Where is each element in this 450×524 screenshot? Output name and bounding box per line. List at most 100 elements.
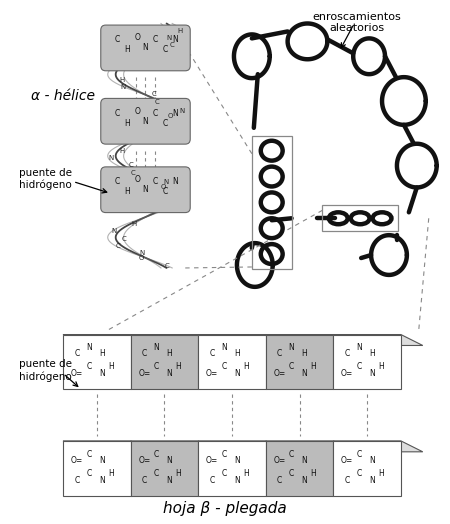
Polygon shape (333, 441, 423, 452)
Text: O=: O= (274, 369, 286, 378)
Polygon shape (198, 441, 266, 496)
Text: N: N (111, 228, 117, 234)
Text: C: C (153, 36, 158, 45)
Text: N: N (143, 43, 148, 52)
Text: N: N (234, 476, 240, 485)
Text: C: C (129, 162, 134, 168)
Text: H: H (125, 46, 130, 54)
Text: O: O (135, 34, 140, 42)
Text: C: C (154, 363, 159, 372)
Text: C: C (131, 170, 135, 176)
Text: N: N (166, 35, 171, 41)
Text: N: N (120, 84, 126, 90)
Text: C: C (221, 363, 227, 372)
Text: C: C (221, 450, 227, 459)
Text: C: C (154, 450, 159, 459)
Text: N: N (143, 185, 148, 194)
Text: O=: O= (341, 456, 353, 465)
Text: N: N (172, 109, 178, 118)
Text: N: N (234, 456, 240, 465)
Text: N: N (99, 476, 105, 485)
Text: C: C (209, 350, 215, 358)
Text: puente de: puente de (19, 359, 72, 369)
Text: H: H (120, 77, 125, 83)
Text: C: C (221, 468, 227, 478)
Polygon shape (130, 334, 198, 389)
Text: N: N (86, 343, 92, 353)
Text: C: C (289, 468, 294, 478)
Text: O=: O= (138, 456, 151, 465)
Text: N: N (108, 155, 114, 161)
Text: C: C (165, 263, 170, 268)
Text: N: N (153, 343, 159, 353)
Text: C: C (86, 450, 91, 459)
Text: O: O (167, 113, 173, 119)
FancyBboxPatch shape (101, 167, 190, 213)
Text: O: O (160, 184, 166, 190)
Text: N: N (163, 179, 169, 185)
Text: H: H (378, 468, 384, 478)
Text: hidrógeno: hidrógeno (19, 371, 72, 381)
Text: H: H (166, 350, 172, 358)
Polygon shape (130, 441, 220, 452)
Polygon shape (130, 441, 198, 496)
Polygon shape (198, 334, 288, 345)
Text: H: H (176, 468, 181, 478)
Polygon shape (266, 441, 333, 496)
Text: C: C (115, 109, 120, 118)
Text: O=: O= (274, 456, 286, 465)
Text: N: N (166, 369, 172, 378)
Polygon shape (266, 334, 333, 389)
Polygon shape (63, 334, 130, 389)
Text: N: N (99, 456, 105, 465)
Text: C: C (356, 450, 362, 459)
Text: H: H (125, 187, 130, 196)
Text: H: H (125, 119, 130, 128)
Text: H: H (177, 28, 182, 34)
Text: C: C (163, 187, 168, 196)
Polygon shape (198, 334, 266, 389)
Text: H: H (132, 221, 137, 227)
Text: N: N (166, 476, 172, 485)
Text: C: C (289, 363, 294, 372)
Text: H: H (243, 363, 249, 372)
Text: N: N (369, 369, 375, 378)
Text: α - hélice: α - hélice (31, 89, 95, 103)
Text: C: C (356, 468, 362, 478)
Text: O: O (135, 176, 140, 184)
Text: C: C (277, 350, 282, 358)
FancyBboxPatch shape (101, 99, 190, 144)
Text: C: C (122, 236, 126, 242)
Text: H: H (378, 363, 384, 372)
Text: C: C (86, 363, 91, 372)
Polygon shape (333, 334, 423, 345)
Text: H: H (369, 350, 375, 358)
Text: N: N (172, 177, 178, 186)
Text: N: N (221, 343, 227, 353)
Text: C: C (356, 363, 362, 372)
Text: H: H (176, 363, 181, 372)
Text: H: H (302, 350, 307, 358)
Text: hidrógeno: hidrógeno (19, 179, 72, 190)
Text: H: H (310, 363, 316, 372)
Text: C: C (142, 350, 147, 358)
Text: C: C (153, 177, 158, 186)
Polygon shape (63, 441, 153, 452)
Text: N: N (143, 117, 148, 126)
Text: enroscamientos
aleatorios: enroscamientos aleatorios (313, 12, 401, 33)
Text: C: C (169, 42, 174, 49)
Text: H: H (243, 468, 249, 478)
Text: H: H (99, 350, 105, 358)
Text: C: C (153, 109, 158, 118)
Text: N: N (302, 369, 307, 378)
Polygon shape (333, 441, 401, 496)
Bar (322, 205, 398, 231)
Text: C: C (115, 177, 120, 186)
Text: N: N (302, 476, 307, 485)
Polygon shape (198, 441, 288, 452)
Text: C: C (345, 476, 350, 485)
Text: N: N (180, 108, 184, 115)
Text: N: N (289, 343, 294, 353)
Text: H: H (310, 468, 316, 478)
Text: C: C (209, 476, 215, 485)
